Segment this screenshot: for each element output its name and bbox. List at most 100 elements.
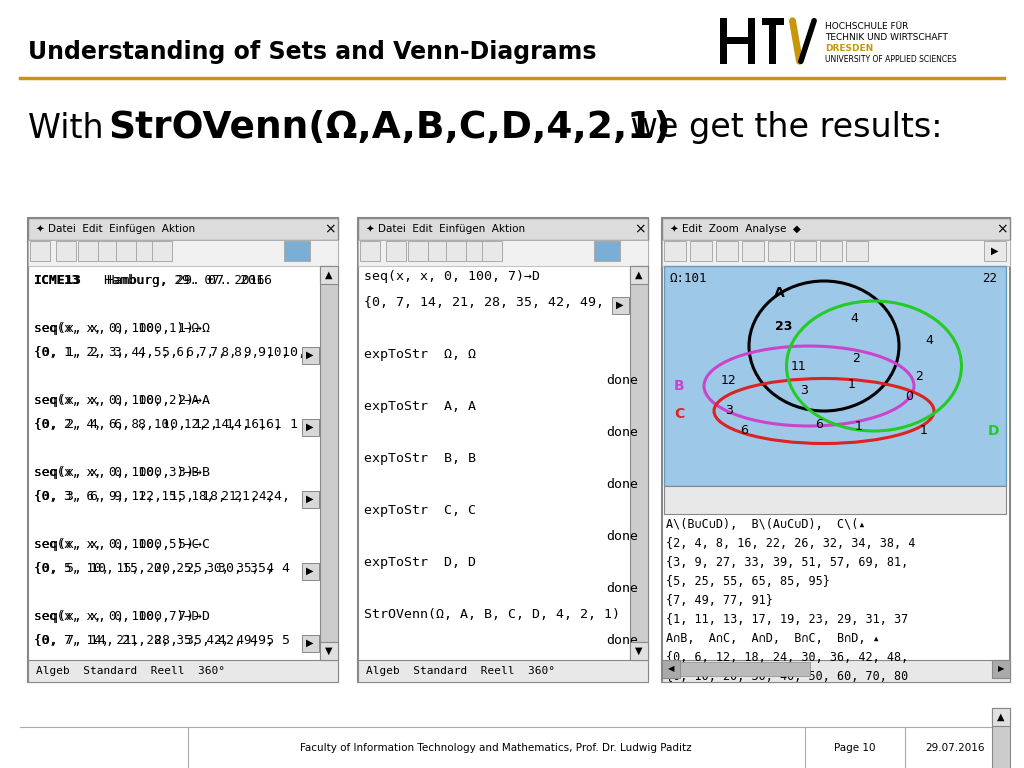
Text: expToStr  Ω, Ω: expToStr Ω, Ω	[364, 348, 476, 361]
Text: Algeb  Standard  Reell  360°: Algeb Standard Reell 360°	[36, 666, 225, 676]
Bar	[428, 241, 449, 261]
Text: ✦ Edit  Zoom  Analyse  ◆: ✦ Edit Zoom Analyse ◆	[670, 224, 801, 234]
Bar	[984, 241, 1006, 261]
Bar	[98, 241, 118, 261]
Bar	[720, 18, 727, 64]
Bar	[769, 18, 776, 64]
Text: ICME13: ICME13	[34, 274, 79, 287]
Text: seq(x, x, 0, 100, 7)→D: seq(x, x, 0, 100, 7)→D	[34, 610, 199, 623]
Bar	[360, 241, 380, 261]
Bar	[28, 218, 338, 240]
Text: {0, 5, 10, 15, 20, 25, 30, 35, 4: {0, 5, 10, 15, 20, 25, 30, 35, 4	[34, 562, 274, 575]
Text: {0, 2, 4, 6, 8, 10, 12, 14, 16, 1: {0, 2, 4, 6, 8, 10, 12, 14, 16, 1	[34, 418, 282, 431]
Bar	[742, 241, 764, 261]
Text: {0, 7, 14, 21, 28, 35, 42, 49, 5: {0, 7, 14, 21, 28, 35, 42, 49, 5	[34, 634, 290, 647]
Bar	[302, 491, 319, 508]
Bar	[302, 563, 319, 580]
Text: A\(B∪C∪D),  B\(A∪C∪D),  C\(▴: A\(B∪C∪D), B\(A∪C∪D), C\(▴	[666, 518, 865, 531]
Text: {0, 3, 6, 9, 12, 15, 18, 21, 24,: {0, 3, 6, 9, 12, 15, 18, 21, 24,	[34, 490, 274, 503]
Text: {7, 49, 77, 91}: {7, 49, 77, 91}	[666, 594, 773, 607]
Bar	[820, 241, 842, 261]
Bar	[30, 241, 50, 261]
Text: Page 10: Page 10	[835, 743, 876, 753]
Text: ▶: ▶	[307, 422, 314, 432]
Text: ▼: ▼	[326, 646, 333, 656]
Text: expToStr  D, D: expToStr D, D	[364, 556, 476, 569]
Text: 23: 23	[775, 319, 793, 333]
Text: ✦ Datei  Edit  Einfügen  Aktion: ✦ Datei Edit Einfügen Aktion	[36, 224, 196, 234]
Text: 12: 12	[721, 375, 737, 388]
Bar	[358, 218, 648, 240]
Text: 360°  Reell: 360° Reell	[670, 666, 744, 676]
Text: ▲: ▲	[997, 712, 1005, 722]
Text: HOCHSCHULE FÜR: HOCHSCHULE FÜR	[825, 22, 908, 31]
Bar	[748, 18, 755, 64]
Text: ▶: ▶	[307, 350, 314, 360]
Text: expToStr  C, C: expToStr C, C	[364, 504, 476, 517]
Bar	[482, 241, 502, 261]
Text: Faculty of Information Technology and Mathematics, Prof. Dr. Ludwig Paditz: Faculty of Information Technology and Ma…	[300, 743, 692, 753]
Bar	[630, 642, 648, 660]
Bar	[386, 241, 406, 261]
Text: 3: 3	[800, 385, 808, 398]
Text: UNIVERSITY OF APPLIED SCIENCES: UNIVERSITY OF APPLIED SCIENCES	[825, 55, 956, 64]
Text: ▲: ▲	[635, 270, 643, 280]
Text: {0, 5, 10, 15, 20, 25, 30, 35, 4: {0, 5, 10, 15, 20, 25, 30, 35, 4	[34, 562, 290, 575]
Bar	[28, 218, 338, 682]
Text: Understanding of Sets and Venn-Diagrams: Understanding of Sets and Venn-Diagrams	[28, 40, 597, 64]
Text: ×: ×	[325, 222, 336, 236]
Text: 2: 2	[852, 352, 860, 365]
Bar	[846, 241, 868, 261]
Bar	[284, 241, 310, 261]
Bar	[992, 708, 1010, 768]
Text: Hamburg, 29. 07. 2016: Hamburg, 29. 07. 2016	[96, 274, 272, 287]
Bar	[662, 218, 1010, 682]
Text: {0, 10, 20, 30, 40, 50, 60, 70, 80: {0, 10, 20, 30, 40, 50, 60, 70, 80	[666, 670, 908, 683]
Text: seq(x, x, 0, 100, 7)→D: seq(x, x, 0, 100, 7)→D	[364, 270, 540, 283]
Bar	[319, 642, 338, 660]
Text: seq(x, x, 0, 100, 1)→Ω: seq(x, x, 0, 100, 1)→Ω	[34, 322, 210, 335]
Text: 4: 4	[850, 312, 858, 325]
Bar	[302, 347, 319, 364]
Text: StrOVenn(Ω,A,B,C,D,4,2,1): StrOVenn(Ω,A,B,C,D,4,2,1)	[108, 110, 671, 146]
Bar	[992, 660, 1010, 678]
Bar	[664, 486, 1006, 514]
Text: ▶: ▶	[616, 300, 624, 310]
Bar	[664, 266, 1006, 486]
Text: ◀: ◀	[668, 664, 674, 674]
Text: ✦ Datei  Edit  Einfügen  Aktion: ✦ Datei Edit Einfügen Aktion	[366, 224, 525, 234]
Bar	[358, 240, 648, 266]
Bar	[116, 241, 136, 261]
Bar	[319, 266, 338, 660]
Bar	[630, 266, 648, 660]
Bar	[727, 37, 748, 44]
Text: 2: 2	[915, 369, 923, 382]
Text: ▶: ▶	[991, 246, 998, 256]
Text: D: D	[988, 424, 999, 438]
Bar	[594, 241, 620, 261]
FancyArrowPatch shape	[793, 21, 800, 61]
Text: {0, 1, 2, 3, 4, 5, 6, 7, 8, 9, 10,: {0, 1, 2, 3, 4, 5, 6, 7, 8, 9, 10,	[34, 346, 306, 359]
Bar	[152, 241, 172, 261]
Text: 11: 11	[792, 359, 807, 372]
Bar	[612, 297, 629, 314]
Bar	[446, 241, 466, 261]
Text: 6: 6	[740, 425, 748, 438]
Text: 1: 1	[848, 378, 856, 390]
Text: done: done	[606, 426, 638, 439]
Bar	[662, 240, 1010, 266]
Text: 0: 0	[905, 389, 913, 402]
Bar	[28, 240, 338, 266]
Text: {3, 9, 27, 33, 39, 51, 57, 69, 81,: {3, 9, 27, 33, 39, 51, 57, 69, 81,	[666, 556, 908, 569]
Bar	[662, 218, 1010, 240]
Bar	[303, 347, 319, 363]
Text: ▶: ▶	[307, 494, 314, 504]
Bar	[768, 241, 790, 261]
Text: 22: 22	[982, 272, 997, 285]
Text: With: With	[28, 111, 115, 144]
Text: ×: ×	[996, 222, 1008, 236]
Text: {2, 4, 8, 16, 22, 26, 32, 34, 38, 4: {2, 4, 8, 16, 22, 26, 32, 34, 38, 4	[666, 537, 915, 550]
Text: {0, 6, 12, 18, 24, 30, 36, 42, 48,: {0, 6, 12, 18, 24, 30, 36, 42, 48,	[666, 651, 908, 664]
Text: seq(x, x, 0, 100, 1)→Ω: seq(x, x, 0, 100, 1)→Ω	[34, 322, 199, 335]
Bar	[690, 241, 712, 261]
